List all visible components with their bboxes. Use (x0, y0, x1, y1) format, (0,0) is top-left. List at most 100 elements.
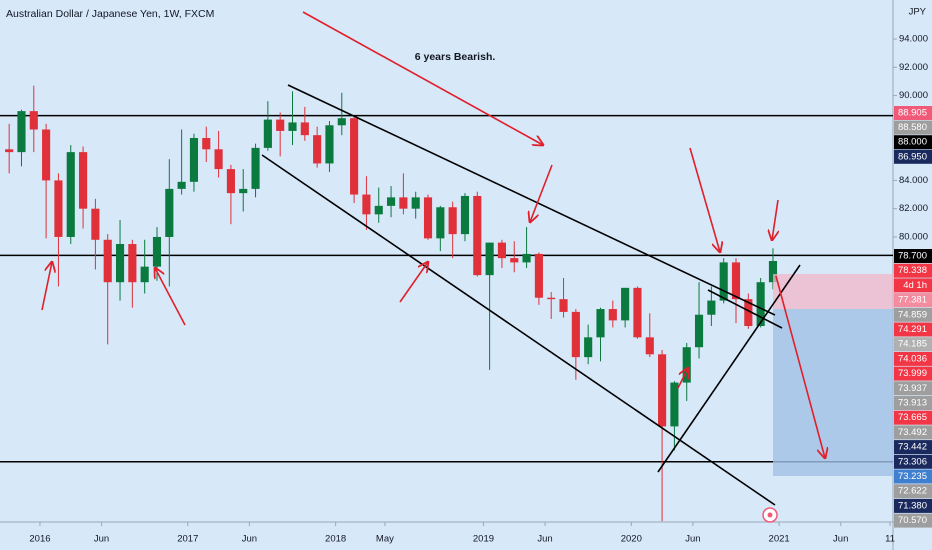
x-tick-label: Jun (242, 534, 257, 545)
x-tick-label: 2016 (29, 534, 50, 545)
candle-body (399, 197, 408, 209)
price-tag (894, 469, 932, 484)
price-tag (894, 106, 932, 120)
trend-line (287, 84, 776, 316)
candle-body (128, 244, 137, 283)
price-tag-label: 74.859 (898, 309, 927, 320)
price-tag-label: 73.999 (898, 368, 927, 379)
candle-body (17, 111, 26, 153)
candle-body (559, 299, 568, 312)
candle-body (103, 239, 112, 283)
candle-body (744, 299, 753, 327)
candle-body (386, 197, 396, 206)
y-tick-label: 94.000 (899, 34, 928, 45)
candle-body (276, 119, 285, 131)
price-tag-label: 77.381 (898, 295, 927, 306)
price-tag (894, 149, 932, 164)
arrow (155, 268, 186, 326)
candle-body (485, 242, 494, 276)
price-tag (894, 120, 932, 135)
candle-body (522, 253, 531, 263)
candle-body (115, 244, 125, 283)
candle-body (436, 207, 445, 239)
price-tag (894, 396, 932, 410)
candle-body (608, 309, 617, 321)
price-tag-label: 70.570 (898, 515, 927, 526)
candle-body (5, 149, 14, 153)
price-tag (894, 337, 932, 352)
price-tag-label: 73.442 (898, 442, 927, 453)
candle-body (596, 309, 605, 338)
arrow (302, 11, 543, 145)
candle-body (239, 188, 248, 194)
candle-body (411, 197, 420, 209)
candle-body (29, 111, 38, 130)
candle-body (42, 129, 51, 181)
y-tick-label: 92.000 (899, 62, 928, 73)
price-tag (894, 498, 932, 513)
price-tag (894, 440, 932, 455)
candle-body (177, 181, 186, 189)
price-tag (894, 293, 932, 308)
candle-body (226, 169, 235, 194)
x-tick-label: 11 (885, 534, 895, 545)
arrow (775, 275, 825, 458)
candle-body (460, 195, 470, 235)
candle-body (423, 197, 433, 239)
candle-body (658, 354, 667, 427)
trend-line (261, 154, 776, 506)
price-tag-label: 88.000 (898, 137, 927, 148)
price-tag (894, 307, 932, 322)
y-tick-label: 82.000 (899, 203, 928, 214)
plot (0, 85, 893, 522)
candle-body (756, 282, 765, 327)
trend-line (657, 264, 801, 473)
price-tag-label: 71.380 (898, 500, 927, 511)
candle-body (337, 118, 346, 126)
candle-body (731, 262, 741, 300)
price-tag-label: 88.905 (898, 108, 927, 119)
candle-body (263, 119, 272, 148)
arrow (530, 164, 553, 222)
arrow (772, 199, 778, 240)
trend-line (707, 289, 783, 329)
y-tick-label: 84.000 (899, 175, 928, 186)
arrow (399, 262, 428, 303)
currency: JPY (909, 7, 927, 18)
price-tag-label: 72.622 (898, 486, 927, 497)
price-tag (894, 351, 932, 366)
candle-body (584, 337, 593, 358)
candle-body (768, 260, 778, 283)
candle-body (214, 149, 223, 170)
candle-body (79, 152, 88, 209)
candle-body (571, 311, 580, 358)
arrow (677, 368, 688, 389)
candle-body (682, 347, 691, 383)
price-tag-label: 74.036 (898, 353, 927, 364)
price-tag-label: 74.185 (898, 339, 927, 350)
price-tag-label: 73.913 (898, 398, 927, 409)
candle-body (448, 207, 457, 235)
price-tag (894, 484, 932, 499)
candle-body (350, 118, 359, 195)
candle-body (251, 147, 260, 189)
drawings (41, 11, 893, 523)
candle-body (189, 137, 199, 182)
candle-body (534, 253, 543, 298)
price-tag (894, 322, 932, 337)
x-tick-label: Jun (537, 534, 552, 545)
x-tick-label: 2021 (769, 534, 790, 545)
x-tick-label: May (376, 534, 394, 545)
x-tick-label: 2018 (325, 534, 346, 545)
price-tag-label: 4d 1h (903, 280, 927, 291)
candle-body (152, 236, 162, 267)
candle-body (300, 122, 309, 136)
price-tag (894, 513, 932, 528)
candle-body (633, 287, 642, 338)
candle-body (165, 188, 174, 237)
candle-body (707, 300, 716, 315)
candle-body (497, 242, 507, 259)
candle-body (140, 266, 149, 283)
arrow (41, 262, 52, 311)
candle-body (325, 125, 334, 164)
